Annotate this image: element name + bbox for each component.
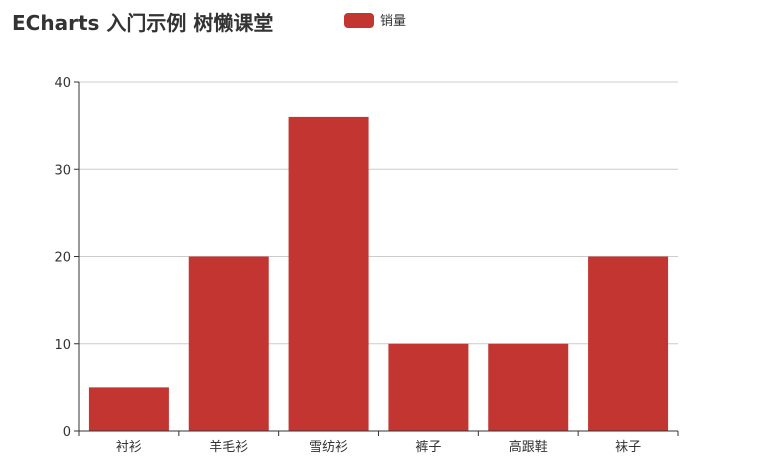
bar[interactable] bbox=[388, 343, 469, 431]
legend-swatch bbox=[344, 13, 374, 28]
y-tick-label: 20 bbox=[54, 251, 71, 266]
x-tick-label: 裤子 bbox=[415, 440, 441, 455]
bar[interactable] bbox=[488, 343, 569, 431]
y-tick-label: 40 bbox=[54, 76, 71, 91]
chart-title: ECharts 入门示例 树懒课堂 bbox=[12, 11, 273, 35]
x-tick-label: 袜子 bbox=[615, 440, 641, 455]
x-tick-label: 高跟鞋 bbox=[509, 439, 548, 455]
x-tick-label: 雪纺衫 bbox=[309, 440, 348, 455]
axes bbox=[74, 81, 679, 436]
x-tick-label: 衬衫 bbox=[116, 440, 142, 455]
grid-lines bbox=[79, 81, 678, 345]
x-tick-label: 羊毛衫 bbox=[209, 439, 248, 455]
legend[interactable]: 销量 bbox=[344, 13, 406, 29]
bar[interactable] bbox=[588, 256, 669, 432]
y-tick-label: 0 bbox=[63, 425, 71, 440]
bar[interactable] bbox=[88, 387, 169, 431]
y-tick-label: 30 bbox=[54, 163, 71, 178]
tick-labels: 0 10 20 30 40 衬衫 羊毛衫 雪纺衫 裤子 高跟鞋 袜子 bbox=[54, 76, 641, 455]
bar[interactable] bbox=[288, 116, 369, 432]
bars bbox=[88, 116, 669, 432]
legend-label: 销量 bbox=[380, 14, 406, 29]
bar[interactable] bbox=[188, 256, 269, 432]
y-tick-label: 10 bbox=[54, 338, 71, 353]
